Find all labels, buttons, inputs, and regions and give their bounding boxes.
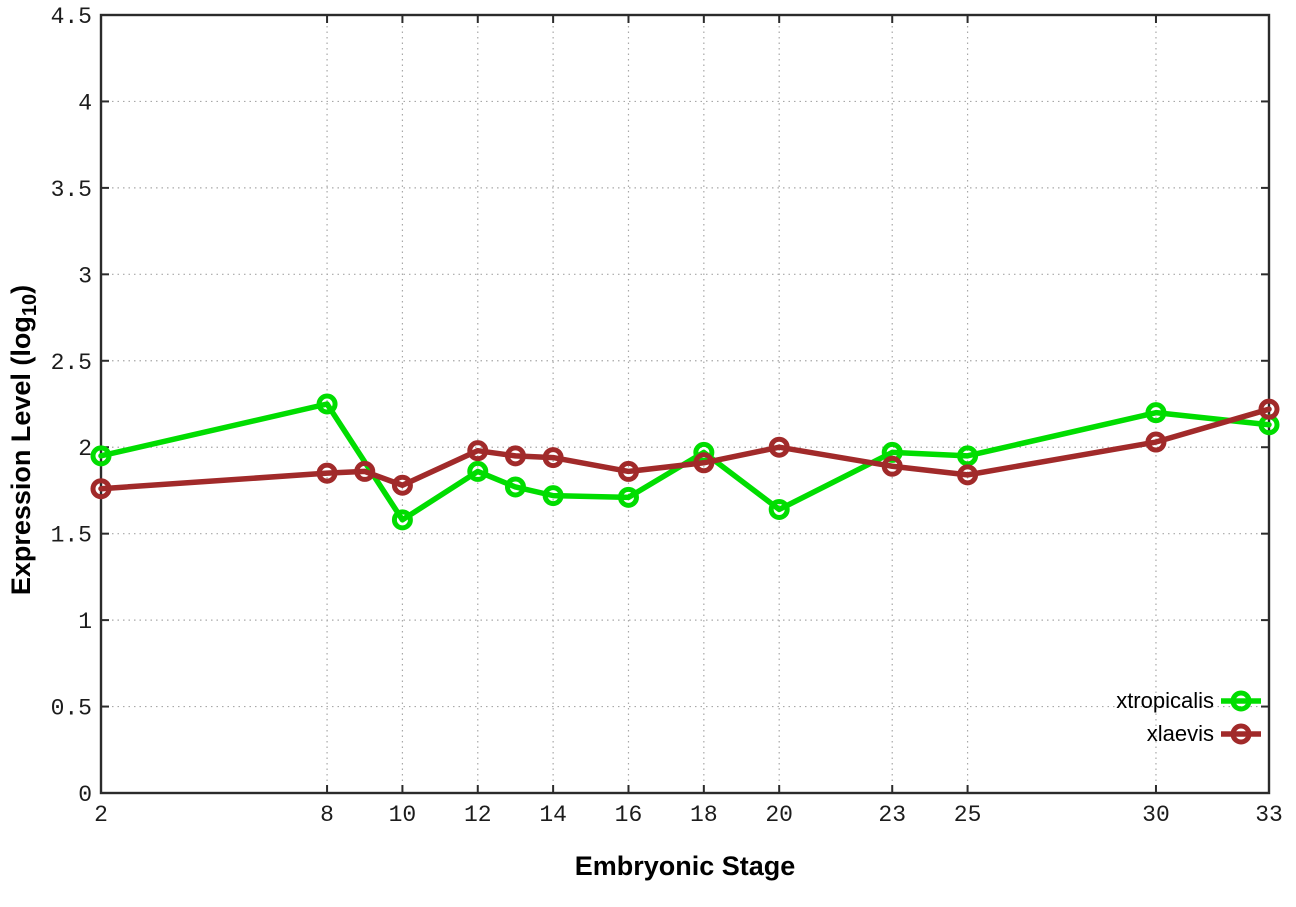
data-point-xlaevis xyxy=(542,447,564,469)
data-point-xtropicalis xyxy=(467,460,489,482)
x-tick-label: 25 xyxy=(954,802,982,828)
y-axis-title-end: ) xyxy=(6,284,36,294)
series-line-xtropicalis xyxy=(98,401,1272,523)
plot-border xyxy=(99,13,1271,795)
data-point-xtropicalis xyxy=(316,393,338,415)
data-point-xtropicalis xyxy=(1145,402,1167,424)
y-tick-label: 0 xyxy=(78,782,92,808)
y-tick-label: 3 xyxy=(78,263,92,289)
series-line-xlaevis xyxy=(98,406,1272,492)
y-tick-label: 3.5 xyxy=(51,177,92,203)
x-tick-label: 23 xyxy=(878,802,906,828)
y-axis-title-subscript: 10 xyxy=(19,293,41,317)
x-tick-label: 14 xyxy=(539,802,567,828)
x-tick-label: 20 xyxy=(765,802,793,828)
data-point-xlaevis xyxy=(467,440,489,462)
y-axis-title: Expression Level (log10) xyxy=(6,190,41,690)
data-point-xtropicalis xyxy=(504,476,526,498)
data-point-xlaevis xyxy=(90,478,112,500)
legend-label-xlaevis: xlaevis xyxy=(1147,721,1214,746)
legend-sample-marker-xlaevis xyxy=(1230,723,1252,745)
data-point-xlaevis xyxy=(617,460,639,482)
x-tick-label: 10 xyxy=(389,802,417,828)
y-tick-label: 4.5 xyxy=(51,4,92,30)
x-tick-label: 2 xyxy=(94,802,108,828)
x-tick-label: 12 xyxy=(464,802,492,828)
data-point-xtropicalis xyxy=(542,485,564,507)
data-point-xtropicalis xyxy=(391,509,413,531)
y-tick-label: 2 xyxy=(78,436,92,462)
x-tick-label: 30 xyxy=(1142,802,1170,828)
x-axis-title: Embryonic Stage xyxy=(574,851,796,881)
x-tick-label: 18 xyxy=(690,802,718,828)
y-tick-label: 2.5 xyxy=(51,350,92,376)
data-point-xtropicalis xyxy=(617,486,639,508)
data-point-xtropicalis xyxy=(768,498,790,520)
data-point-xlaevis xyxy=(316,462,338,484)
legend-sample-marker-xtropicalis xyxy=(1230,690,1252,712)
y-axis-title-main: Expression Level (log xyxy=(6,316,36,596)
y-tick-label: 1 xyxy=(78,609,92,635)
data-point-xlaevis xyxy=(504,445,526,467)
data-point-xlaevis xyxy=(1258,398,1280,420)
legend-label-xtropicalis: xtropicalis xyxy=(1116,688,1214,713)
data-point-xlaevis xyxy=(881,455,903,477)
y-tick-label: 1.5 xyxy=(51,523,92,549)
data-point-xlaevis xyxy=(768,436,790,458)
data-point-xlaevis xyxy=(693,452,715,474)
x-tick-label: 8 xyxy=(320,802,334,828)
x-tick-label: 33 xyxy=(1255,802,1283,828)
data-point-xlaevis xyxy=(957,464,979,486)
y-tick-label: 0.5 xyxy=(51,696,92,722)
data-point-xtropicalis xyxy=(90,445,112,467)
data-point-xtropicalis xyxy=(957,445,979,467)
data-point-xlaevis xyxy=(1145,431,1167,453)
x-tick-label: 16 xyxy=(615,802,643,828)
y-tick-label: 4 xyxy=(78,90,92,116)
data-point-xlaevis xyxy=(354,460,376,482)
data-point-xlaevis xyxy=(391,474,413,496)
